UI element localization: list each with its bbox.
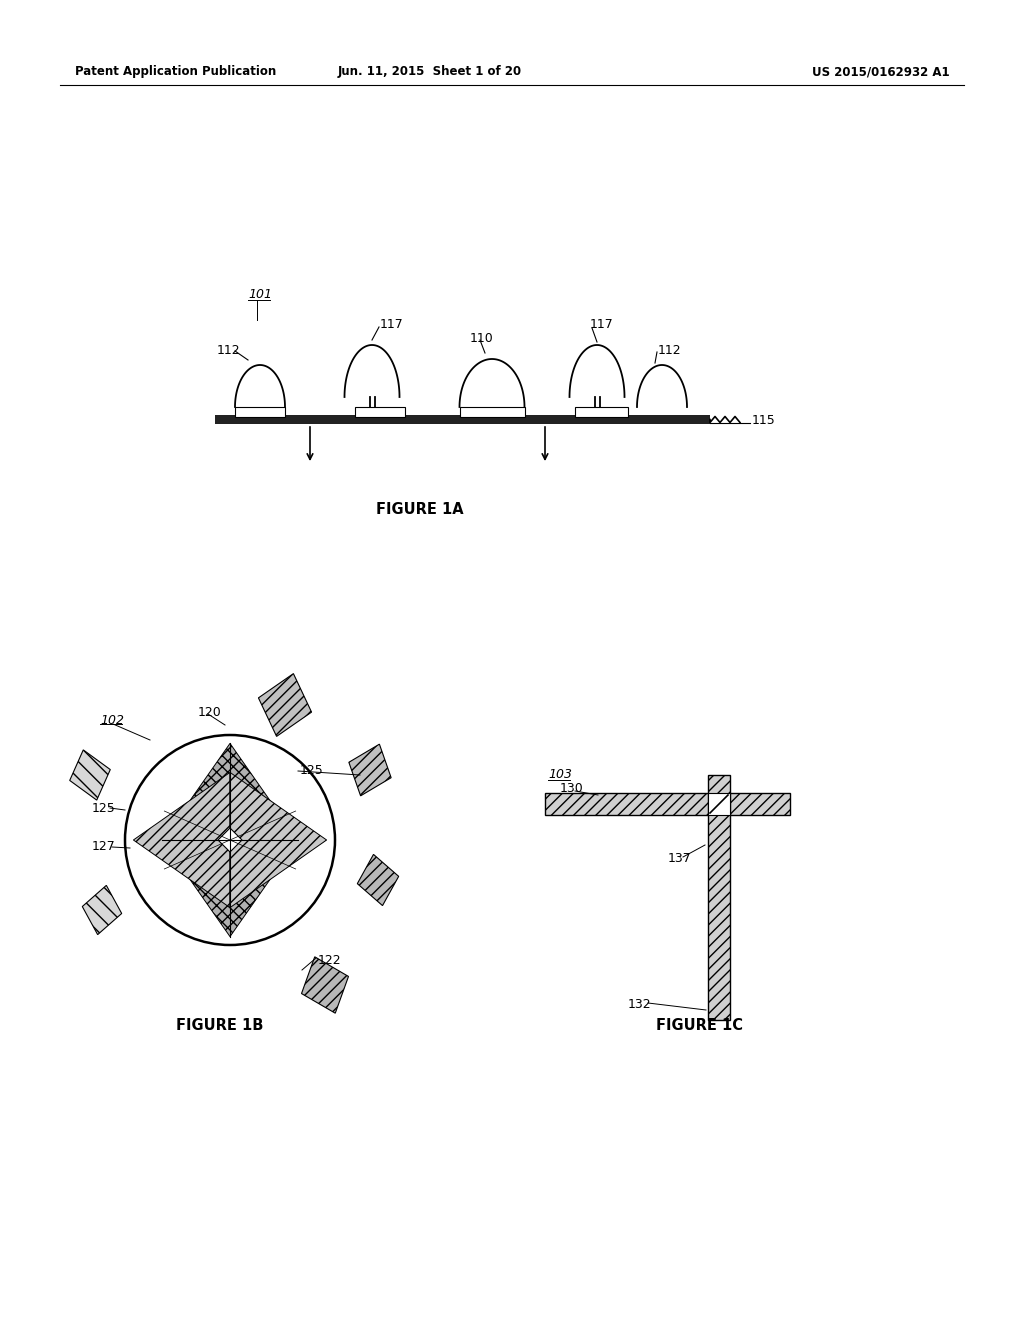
Bar [460,407,525,417]
Bar [215,414,710,424]
Text: FIGURE 1C: FIGURE 1C [656,1018,743,1032]
Text: US 2015/0162932 A1: US 2015/0162932 A1 [812,66,950,78]
Polygon shape [258,673,311,737]
Bar [355,407,406,417]
Bar [545,793,790,814]
Polygon shape [301,957,348,1014]
Text: 103: 103 [548,768,572,781]
Polygon shape [230,772,327,908]
Text: Jun. 11, 2015  Sheet 1 of 20: Jun. 11, 2015 Sheet 1 of 20 [338,66,522,78]
Text: 120: 120 [198,705,222,718]
Text: FIGURE 1B: FIGURE 1B [176,1018,264,1032]
Text: 112: 112 [217,343,241,356]
Text: FIGURE 1A: FIGURE 1A [376,503,464,517]
Polygon shape [163,743,298,840]
Polygon shape [163,840,298,937]
Text: 112: 112 [658,343,682,356]
Text: Patent Application Publication: Patent Application Publication [75,66,276,78]
Text: 125: 125 [300,763,324,776]
Bar [575,407,628,417]
Polygon shape [133,772,230,908]
Text: 115: 115 [752,413,776,426]
Text: 132: 132 [628,998,651,1011]
Bar [708,775,730,1020]
Text: 102: 102 [100,714,124,726]
Polygon shape [349,744,391,796]
Polygon shape [218,828,242,851]
Text: 101: 101 [248,289,272,301]
Polygon shape [82,886,122,935]
Bar [234,407,285,417]
Bar [708,793,730,814]
Polygon shape [70,750,111,800]
Polygon shape [357,854,398,906]
Text: 117: 117 [590,318,613,331]
Text: 117: 117 [380,318,403,331]
Text: 137: 137 [668,851,692,865]
Text: 110: 110 [470,331,494,345]
Text: 127: 127 [92,841,116,854]
Text: 130: 130 [560,783,584,796]
Text: 122: 122 [318,953,342,966]
Text: 125: 125 [92,801,116,814]
